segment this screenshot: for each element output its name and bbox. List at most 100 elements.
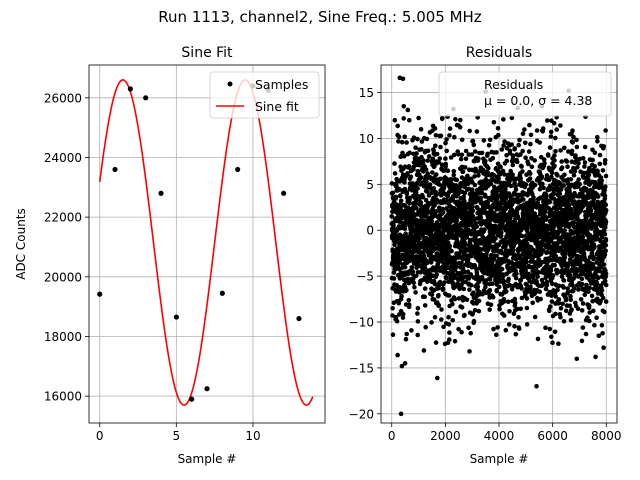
residual-point [550,340,555,346]
residual-point [597,152,603,158]
residual-point [436,293,441,298]
residual-point [587,310,592,315]
residual-point [494,288,500,294]
residual-point [393,194,399,200]
residual-point [532,158,537,163]
residual-point [535,248,541,253]
residual-outlier-6 [401,104,407,109]
residual-point [462,165,468,170]
residual-point [549,281,555,287]
residual-point [486,204,492,209]
residual-point [552,153,557,158]
residual-point [603,271,609,277]
residual-point [487,288,493,293]
residual-point [395,123,401,129]
residual-point [579,276,585,282]
residual-point [433,192,439,198]
residual-point [603,237,609,242]
residual-point [471,290,476,296]
residual-point [558,123,563,128]
residual-point [459,227,464,233]
residual-point [599,288,605,293]
residual-point [427,182,433,187]
residual-point [432,126,438,131]
sample-point-7 [204,386,210,392]
residual-point [547,145,553,150]
residual-point [506,322,512,327]
residual-point [462,198,467,204]
residual-point [603,202,609,208]
sample-point-9 [235,166,241,173]
residual-point [565,289,571,295]
residual-point [582,160,588,165]
residual-point [392,117,398,123]
residual-point [402,180,407,185]
residual-point [529,164,535,170]
residual-point [471,318,477,324]
residual-point [592,323,597,328]
residual-point [547,199,553,205]
residual-point [548,304,553,309]
residual-point [470,204,475,209]
residual-point [549,170,555,176]
residual-point [562,145,567,151]
residual-point [558,245,564,250]
residual-point [582,292,588,298]
residual-point [532,211,538,216]
residual-point [447,330,452,335]
residual-point [392,242,397,248]
residual-point [587,254,593,260]
residual-point [552,163,557,169]
residual-point [535,274,540,280]
residual-point [459,305,465,310]
residual-point [430,170,435,175]
residual-point [551,190,556,196]
residual-point [589,293,595,299]
residual-point [559,220,565,226]
residual-point [523,182,529,187]
residual-point [548,268,554,273]
residual-point [599,178,604,183]
residuals-ytick-label-7: 15 [359,86,374,100]
residual-point [528,141,533,147]
residual-point [599,234,605,240]
residual-point [474,129,480,134]
residual-point [389,214,395,219]
residual-point [527,176,533,181]
residual-point [440,286,446,292]
residual-point [508,216,513,221]
residual-point [414,205,419,211]
residual-point [489,261,495,266]
residual-point [574,137,579,143]
residual-point [423,167,429,172]
residual-point [444,148,450,154]
residual-point [433,172,439,177]
residual-point [503,194,509,200]
residual-point [415,311,420,316]
residual-point [475,284,481,290]
residual-point [439,317,444,322]
sample-point-5 [173,314,179,320]
residual-point [464,297,470,303]
residual-point [451,168,457,174]
residual-point [483,281,489,287]
residual-point [518,152,523,157]
residual-point [459,137,465,143]
residual-point [602,193,608,199]
residuals-ytick-label-5: 5 [366,178,374,192]
residual-point [481,138,487,143]
residual-point [567,190,573,195]
residual-point [504,289,509,294]
residual-point [578,297,584,302]
residual-point [591,167,596,172]
residual-point [547,326,553,332]
residual-point [394,318,400,324]
residual-point [495,325,500,330]
residual-point [539,174,545,179]
residual-point [476,173,481,178]
residuals-ytick-label-2: −10 [349,316,374,330]
residual-point [557,191,563,197]
residual-point [564,159,570,164]
residual-point [540,126,546,131]
residual-point [454,264,459,270]
